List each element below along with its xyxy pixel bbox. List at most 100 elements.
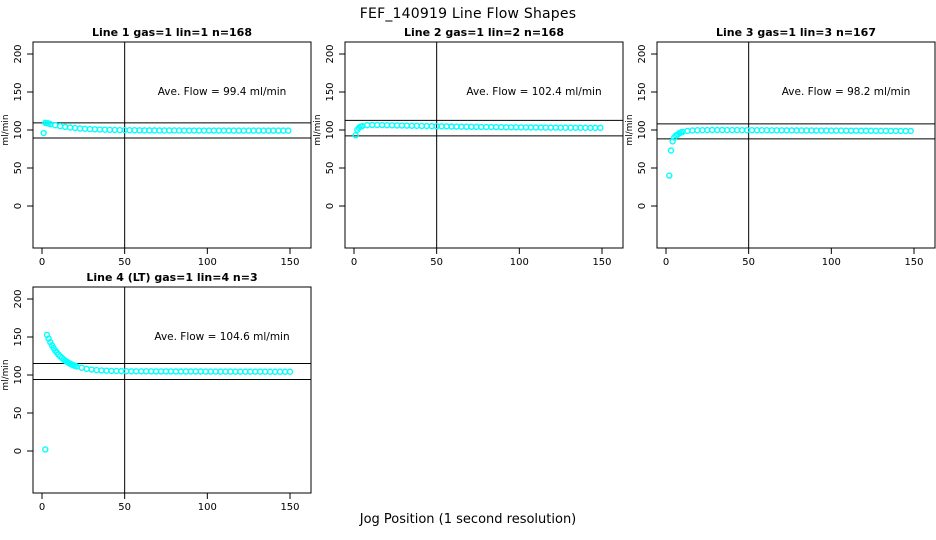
data-point <box>157 368 165 375</box>
y-tick-label: 150 <box>637 82 648 101</box>
y-axis-label: ml/min <box>1 359 11 390</box>
data-point <box>98 367 105 374</box>
data-point <box>867 127 875 134</box>
data-point <box>562 124 569 131</box>
data-point <box>76 125 84 132</box>
y-axis-label: ml/min <box>625 114 635 145</box>
data-point <box>798 127 805 134</box>
data-point <box>235 127 242 134</box>
data-point <box>81 125 89 132</box>
data-point <box>265 127 272 134</box>
data-point <box>699 126 706 134</box>
plot-panel-line-2: Line 2 gas=1 lin=2 n=168 0 50 100 150 200 ml/m… <box>313 26 624 268</box>
data-point <box>151 127 158 134</box>
data-points <box>40 119 292 137</box>
data-point <box>587 124 594 132</box>
data-point <box>403 122 411 129</box>
data-point <box>517 124 525 131</box>
data-point <box>527 124 535 131</box>
data-point <box>222 368 229 375</box>
y-tick-label: 0 <box>325 203 336 209</box>
data-point <box>237 368 244 375</box>
data-point <box>413 122 421 130</box>
plot-box <box>344 41 624 249</box>
data-point <box>185 127 193 134</box>
data-point <box>126 127 133 134</box>
data-point <box>773 127 780 134</box>
data-point <box>261 368 269 375</box>
data-point <box>61 123 69 131</box>
panel-title: Line 4 (LT) gas=1 lin=4 n=3 <box>86 271 257 284</box>
data-point <box>882 127 890 135</box>
ave-flow-annotation: Ave. Flow = 99.4 ml/min <box>158 86 287 98</box>
data-point <box>383 122 391 129</box>
data-point <box>66 124 74 131</box>
data-point <box>704 126 711 134</box>
data-point <box>202 368 209 375</box>
data-point <box>768 127 776 134</box>
reference-lines <box>345 42 623 248</box>
data-point <box>813 127 820 134</box>
data-point <box>200 127 208 134</box>
data-point <box>823 127 830 134</box>
x-axis: 0 50 100 150 <box>39 248 300 268</box>
data-point <box>190 127 198 134</box>
data-point <box>463 123 470 130</box>
data-point <box>408 122 416 129</box>
panel-grid: Line 1 gas=1 lin=1 n=168 0 50 100 150 200 ml/m… <box>0 25 936 515</box>
x-tick-label: 100 <box>510 257 529 268</box>
data-point <box>684 127 691 135</box>
data-point <box>428 122 435 130</box>
data-point <box>242 368 249 375</box>
data-point <box>438 123 445 130</box>
x-tick-label: 0 <box>351 257 357 268</box>
y-tick-label: 200 <box>325 44 336 63</box>
data-point <box>572 124 579 131</box>
data-point <box>250 127 257 134</box>
x-tick-label: 0 <box>39 257 45 268</box>
reference-lines <box>33 287 311 493</box>
data-point <box>210 127 218 134</box>
data-point <box>166 127 173 134</box>
data-point <box>133 368 140 375</box>
y-tick-label: 100 <box>13 120 24 139</box>
data-point <box>818 127 825 134</box>
data-point <box>453 123 460 130</box>
data-point <box>473 123 480 131</box>
data-points <box>666 126 914 179</box>
data-point <box>497 123 505 131</box>
data-point <box>192 368 199 375</box>
x-tick-label: 150 <box>592 257 611 268</box>
x-tick-label: 0 <box>39 502 45 513</box>
data-point <box>176 127 183 134</box>
data-point <box>83 365 90 373</box>
x-tick-label: 150 <box>904 257 923 268</box>
data-point <box>378 121 386 129</box>
data-point <box>828 127 835 134</box>
y-tick-label: 50 <box>325 162 336 175</box>
data-point <box>862 127 870 134</box>
data-point <box>468 123 475 131</box>
data-point <box>152 368 160 375</box>
data-point <box>227 368 234 375</box>
y-tick-label: 50 <box>13 162 24 175</box>
data-point <box>728 126 736 134</box>
data-point <box>507 124 515 131</box>
data-point <box>215 127 223 134</box>
panel-title: Line 3 gas=1 lin=3 n=167 <box>716 26 876 39</box>
data-point <box>101 126 109 133</box>
y-tick-label: 0 <box>637 203 648 209</box>
data-point <box>137 368 145 375</box>
data-point <box>373 121 381 129</box>
data-point <box>582 124 589 131</box>
panel-title: Line 2 gas=1 lin=2 n=168 <box>404 26 564 39</box>
data-point <box>719 126 726 134</box>
data-point <box>723 126 731 134</box>
outlier-point <box>666 172 673 179</box>
data-point <box>488 123 495 131</box>
x-axis: 0 50 100 150 <box>351 248 612 268</box>
x-tick-label: 50 <box>430 257 443 268</box>
data-point <box>783 127 790 134</box>
data-point <box>793 127 800 134</box>
data-point <box>146 127 153 134</box>
